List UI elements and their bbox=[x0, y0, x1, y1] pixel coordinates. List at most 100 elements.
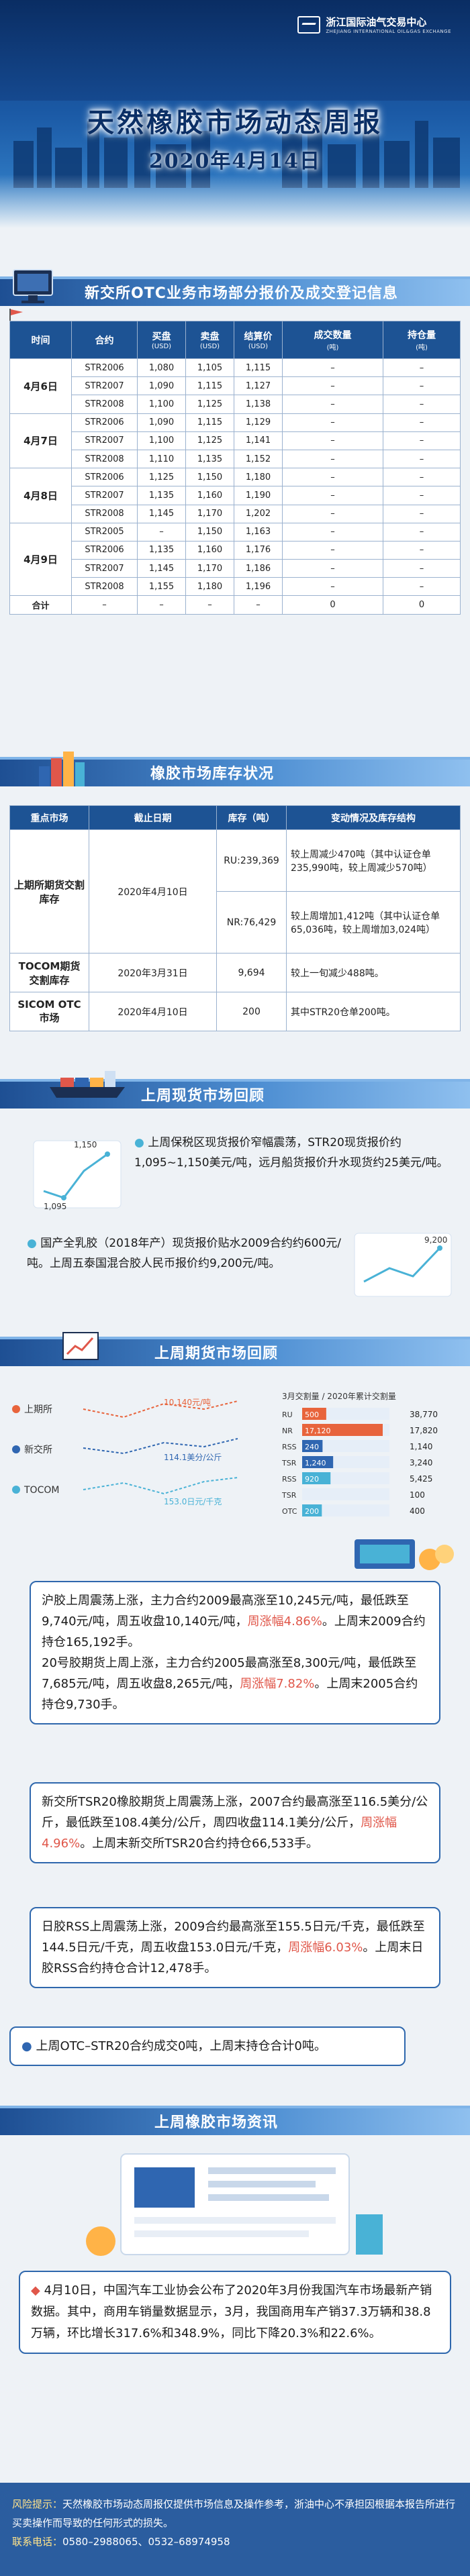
col-date: 截止日期 bbox=[89, 805, 217, 830]
cell-b: 1,080 bbox=[137, 358, 186, 378]
spot-price-mini-chart: 1,150 1,095 bbox=[33, 1140, 122, 1211]
cell-a: 1,170 bbox=[185, 559, 234, 578]
cell-c: STR2005 bbox=[71, 522, 138, 542]
cell-s: 1,138 bbox=[234, 395, 283, 414]
delivery-ytd-value: 400 bbox=[410, 1506, 425, 1516]
cell-b: – bbox=[137, 522, 186, 542]
col-volume: 成交数量 (吨) bbox=[282, 321, 383, 359]
bullet-icon: ◆ bbox=[31, 2283, 40, 2298]
cell-s: 1,176 bbox=[234, 540, 283, 560]
delivery-key: NR bbox=[282, 1427, 293, 1435]
col-contract: 合约 bbox=[71, 321, 138, 359]
cell-date: 2020年4月10日 bbox=[89, 829, 217, 954]
col-settle: 结算价 (USD) bbox=[234, 321, 283, 359]
cell-day: 4月6日 bbox=[9, 358, 72, 414]
cell-b: 1,125 bbox=[137, 468, 186, 487]
cell-a: 1,150 bbox=[185, 468, 234, 487]
table-header-row: 重点市场 截止日期 库存（吨） 变动情况及库存结构 bbox=[9, 805, 461, 830]
cell-v: – bbox=[282, 413, 383, 432]
delivery-key: RSS bbox=[282, 1443, 297, 1451]
table-row: SICOM OTC市场 2020年4月10日 200 其中STR20仓单200吨… bbox=[9, 992, 461, 1031]
delivery-month-value: 500 bbox=[305, 1410, 319, 1419]
risk-note: 风险提示：天然橡胶市场动态周报仅提供市场信息及操作参考，浙油中心不承担因根据本报… bbox=[12, 2498, 456, 2529]
legend-name: TOCOM bbox=[23, 1485, 59, 1496]
cell-o: – bbox=[383, 540, 461, 560]
delivery-bar bbox=[302, 1472, 331, 1484]
section-title-inventory: 橡胶市场库存状况 bbox=[150, 766, 275, 782]
cell-day: 4月8日 bbox=[9, 468, 72, 523]
col-place: 重点市场 bbox=[9, 805, 89, 830]
cell-v: – bbox=[282, 577, 383, 597]
delivery-bar bbox=[302, 1456, 334, 1468]
cell-s: 1,152 bbox=[234, 449, 283, 469]
cell-o: – bbox=[383, 358, 461, 378]
table-row: STR2008 1,145 1,170 1,202– – bbox=[10, 504, 461, 523]
cell-stock: RU:239,369 bbox=[216, 829, 287, 892]
cell-total-label: 合计 bbox=[9, 595, 72, 615]
table-row: 上期所期货交割库存 2020年4月10日 RU:239,369 较上周减少470… bbox=[9, 829, 461, 954]
cell-s: 1,196 bbox=[234, 577, 283, 597]
table-total-row: 合计 – – – –0 0 bbox=[9, 595, 461, 615]
cell-a: 1,115 bbox=[185, 413, 234, 432]
col-time: 时间 bbox=[9, 321, 72, 359]
cell-total-b: – bbox=[137, 595, 186, 615]
cell-c: STR2008 bbox=[71, 449, 138, 469]
delivery-ytd-value: 100 bbox=[410, 1490, 425, 1500]
cell-date: 2020年4月10日 bbox=[89, 992, 217, 1031]
cell-b: 1,145 bbox=[137, 504, 186, 523]
legend-value: 10,140元/吨 bbox=[164, 1398, 211, 1407]
cell-b: 1,100 bbox=[137, 395, 186, 414]
cell-s: 1,115 bbox=[234, 358, 283, 378]
delivery-bar-bg bbox=[302, 1440, 389, 1452]
section-title-spot: 上周现货市场回顾 bbox=[141, 1088, 265, 1104]
legend-name: 上期所 bbox=[24, 1404, 52, 1415]
cell-a: 1,150 bbox=[185, 522, 234, 542]
cell-total-s: – bbox=[234, 595, 283, 615]
logo-name-cn: 浙江国际油气交易中心 bbox=[326, 16, 427, 28]
cell-a: 1,135 bbox=[185, 449, 234, 469]
section-banner-otc: 新交所OTC业务市场部分报价及成交登记信息 bbox=[0, 263, 470, 310]
delivery-bar bbox=[302, 1440, 323, 1452]
cell-o: – bbox=[383, 559, 461, 578]
money-icon bbox=[355, 1539, 454, 1570]
cell-v: – bbox=[282, 540, 383, 560]
cell-v: – bbox=[282, 449, 383, 469]
col-change: 变动情况及库存结构 bbox=[286, 805, 461, 830]
delivery-ytd-value: 38,770 bbox=[410, 1410, 438, 1419]
cell-a: 1,125 bbox=[185, 431, 234, 450]
cell-c: STR2006 bbox=[71, 468, 138, 487]
cell-b: 1,145 bbox=[137, 559, 186, 578]
cell-v: – bbox=[282, 559, 383, 578]
cell-a: 1,160 bbox=[185, 486, 234, 505]
cell-v: – bbox=[282, 486, 383, 505]
bullet-icon: ● bbox=[21, 2039, 32, 2053]
cell-place: 上期所期货交割库存 bbox=[9, 829, 89, 954]
cell-b: 1,110 bbox=[137, 449, 186, 469]
delivery-key: OTC bbox=[282, 1507, 297, 1516]
delivery-month-value: 240 bbox=[305, 1443, 319, 1451]
table-row: 4月9日 STR2005–1,150 1,163– – bbox=[9, 522, 461, 597]
legend-dot bbox=[12, 1445, 20, 1453]
cell-s: 1,190 bbox=[234, 486, 283, 505]
sgx-review-card: 新交所TSR20橡胶期货上周震荡上涨，2007合约最高涨至116.5美分/公斤，… bbox=[30, 1782, 440, 1863]
pin-icon: ● bbox=[27, 1237, 37, 1250]
delivery-volume-chart: RU 500 38,770 NR 17,120 17,820 RSS 240 1,140 TSR 1… bbox=[282, 1408, 438, 1516]
section-banner-futures: 上周期货市场回顾 bbox=[0, 1323, 470, 1370]
legend-value: 153.0日元/千克 bbox=[164, 1497, 222, 1506]
section-banner-spot: 上周现货市场回顾 bbox=[0, 1066, 470, 1113]
rmb-price-label: 9,200 bbox=[424, 1235, 447, 1245]
cell-change: 较上周增加1,412吨（其中认证仓单65,036吨，较上周增加3,024吨） bbox=[286, 891, 461, 954]
table-row: 4月6日 STR2006 1,080 1,105 1,115– – bbox=[9, 358, 461, 414]
table-row: 4月8日 STR2006 1,125 1,150 1,180– – bbox=[9, 468, 461, 523]
cell-c: STR2007 bbox=[71, 376, 138, 396]
cell-s: 1,186 bbox=[234, 559, 283, 578]
cell-o: – bbox=[383, 376, 461, 396]
delivery-ytd-value: 17,820 bbox=[410, 1426, 438, 1435]
delivery-key: RSS bbox=[282, 1475, 297, 1484]
report-date: 2020年4月14日 bbox=[148, 150, 322, 173]
cell-a: 1,105 bbox=[185, 358, 234, 378]
section-banner-inventory: 橡胶市场库存状况 bbox=[0, 743, 470, 790]
cell-total-c: – bbox=[71, 595, 138, 615]
